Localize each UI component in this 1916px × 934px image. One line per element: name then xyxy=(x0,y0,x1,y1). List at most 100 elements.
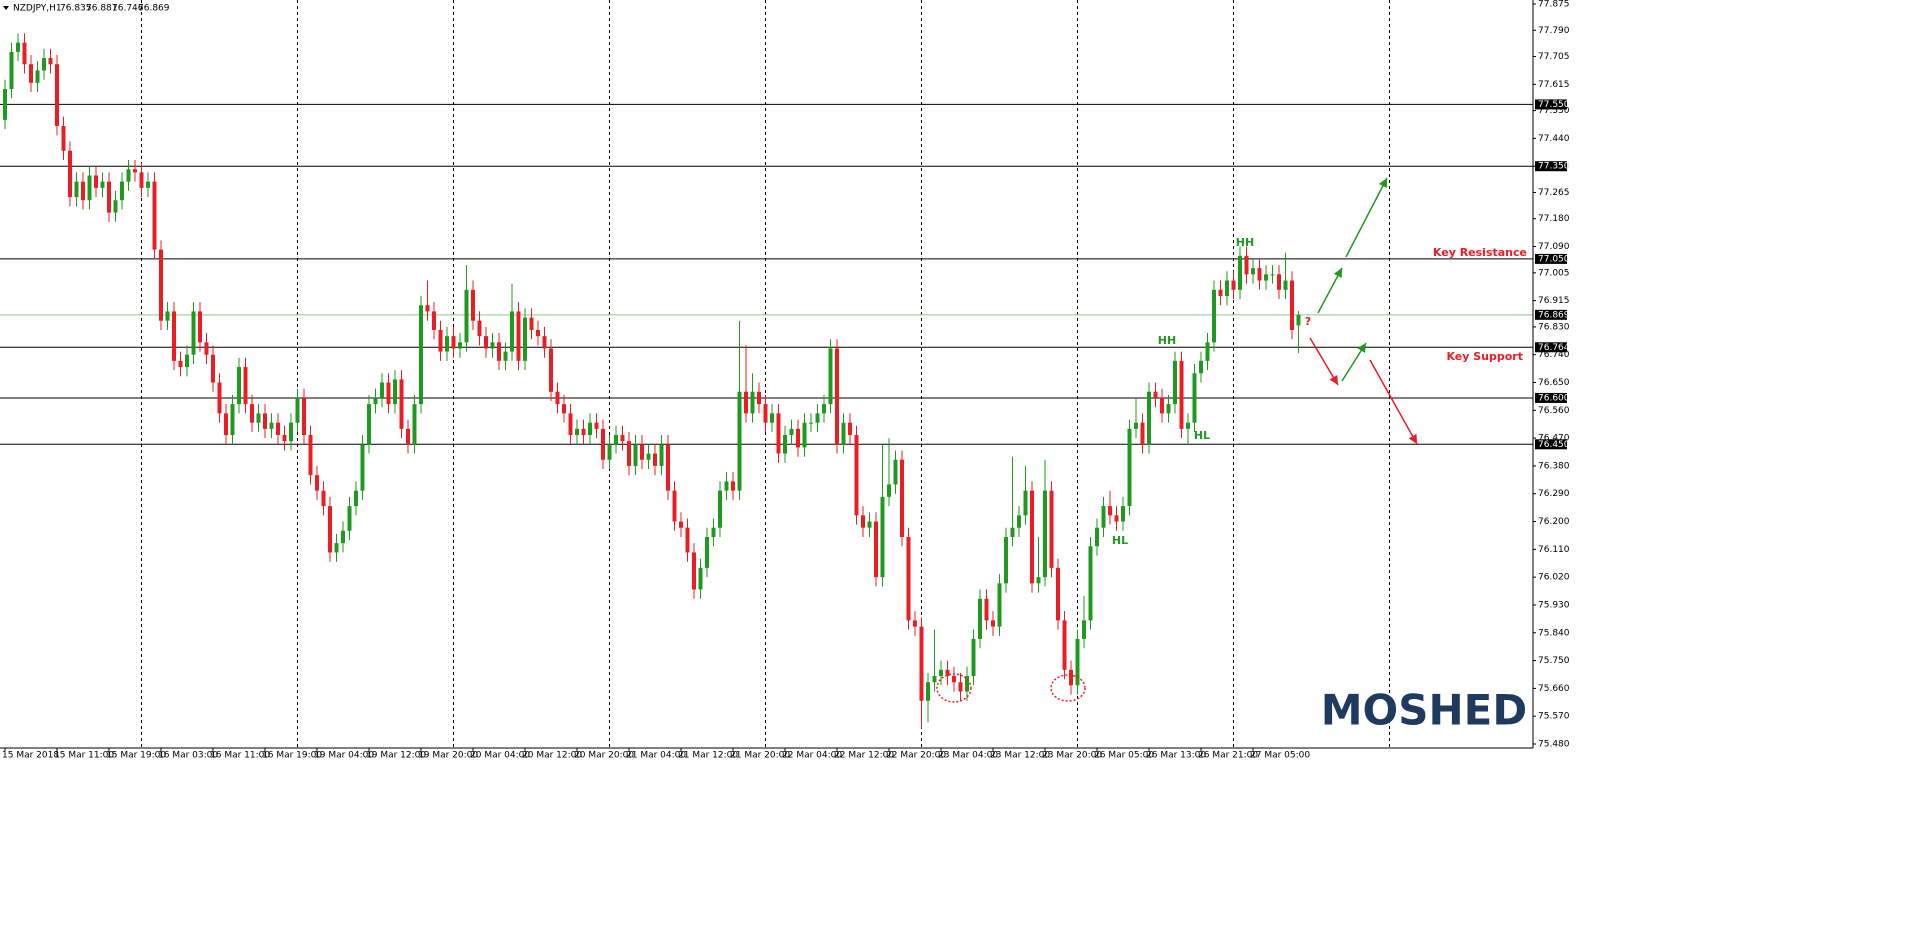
candle-body xyxy=(22,42,27,65)
candle-body xyxy=(16,42,20,52)
y-tick-label: 75.570 xyxy=(1538,712,1570,722)
hl-label: HL xyxy=(1112,534,1128,547)
x-tick-label: 21 Mar 20:00 xyxy=(730,751,790,761)
level-label-box xyxy=(1535,161,1567,172)
candle-body xyxy=(653,453,657,466)
x-tick-label: 19 Mar 12:00 xyxy=(366,751,426,761)
x-tick-label: 20 Mar 12:00 xyxy=(522,751,582,761)
candle-body xyxy=(1075,638,1080,686)
levels xyxy=(0,103,1533,445)
candle-body xyxy=(666,444,670,491)
candle-body xyxy=(913,620,917,627)
candle-body xyxy=(828,348,833,405)
header-low: 76.746 xyxy=(112,4,144,14)
y-tick-label: 75.750 xyxy=(1538,656,1570,666)
candle-body xyxy=(516,311,521,361)
symbol: NZDJPY,H1 xyxy=(13,4,62,14)
candle-body xyxy=(1088,546,1093,621)
y-tick-label: 77.265 xyxy=(1538,188,1570,198)
candle-body xyxy=(1030,490,1034,584)
candle-body xyxy=(568,413,573,436)
x-tick-label: 16 Mar 03:00 xyxy=(158,751,218,761)
level-label: 76.869 xyxy=(1538,310,1570,320)
candle-body xyxy=(165,311,170,321)
candle-body xyxy=(1134,422,1138,429)
y-tick-label: 77.005 xyxy=(1538,268,1570,278)
candle-body xyxy=(230,404,235,436)
candle-body xyxy=(640,444,644,460)
candle-body xyxy=(211,354,215,383)
candle-body xyxy=(458,342,462,349)
candle-body xyxy=(1257,268,1262,281)
candle-body xyxy=(159,249,163,321)
candle-body xyxy=(971,638,976,677)
candle-body xyxy=(1225,280,1229,296)
candle-body xyxy=(393,379,397,405)
level-label-box xyxy=(1535,439,1567,450)
x-tick-label: 27 Mar 05:00 xyxy=(1250,751,1310,761)
candle-body xyxy=(1231,280,1236,290)
candle-body xyxy=(1192,373,1197,423)
candle-body xyxy=(1010,527,1015,537)
x-tick-label: 23 Mar 20:00 xyxy=(1042,751,1102,761)
candle-body xyxy=(926,682,930,701)
candle-body xyxy=(94,175,98,188)
level-label-box xyxy=(1535,342,1567,353)
candle-body xyxy=(939,669,943,677)
y-tick-label: 77.875 xyxy=(1538,0,1570,10)
y-tick-label: 77.090 xyxy=(1538,242,1570,252)
candle-body xyxy=(1166,404,1171,414)
candle-body xyxy=(471,289,475,321)
candle-body xyxy=(1017,515,1021,528)
x-tick-label: 23 Mar 12:00 xyxy=(990,751,1050,761)
candle-body xyxy=(744,391,748,414)
candle-body xyxy=(1205,342,1210,361)
candle-body xyxy=(1270,274,1275,276)
y-tick-label: 76.650 xyxy=(1538,378,1570,388)
candle-body xyxy=(490,342,495,349)
candle-body xyxy=(848,422,852,436)
candle-body xyxy=(1244,255,1249,275)
candle-body xyxy=(763,404,768,423)
candle-body xyxy=(256,413,261,423)
y-tick-label: 77.615 xyxy=(1538,80,1570,90)
candle-body xyxy=(367,404,371,445)
candle-body xyxy=(542,336,547,349)
candle-body xyxy=(711,527,716,537)
x-tick-label: 16 Mar 19:00 xyxy=(262,751,322,761)
candle-body xyxy=(1108,506,1112,516)
candle-body xyxy=(380,382,384,398)
header-open: 76.835 xyxy=(60,4,92,14)
candle-body xyxy=(120,181,124,201)
y-tick-label: 75.930 xyxy=(1538,600,1570,610)
candle-body xyxy=(659,444,664,466)
candle-body xyxy=(984,598,989,621)
candle-body xyxy=(685,527,690,553)
candle-body xyxy=(263,413,267,429)
candle-body xyxy=(386,382,391,405)
candle-body xyxy=(334,543,339,553)
header-high: 76.881 xyxy=(86,4,118,14)
candle-body xyxy=(731,481,735,491)
candle-body xyxy=(282,435,287,442)
candle-body xyxy=(776,413,781,454)
key-support: Key Support xyxy=(1446,350,1523,363)
y-tick-label: 77.790 xyxy=(1538,26,1570,36)
candle-body xyxy=(412,404,417,445)
candle-body xyxy=(614,435,618,445)
level-label-box xyxy=(1535,253,1567,264)
candle-body xyxy=(1277,274,1281,290)
candle-body xyxy=(347,506,352,531)
candle-body xyxy=(152,181,157,250)
candle-body xyxy=(425,305,430,312)
candle-body xyxy=(1218,289,1223,296)
candle-body xyxy=(958,682,963,692)
candle-body xyxy=(594,422,599,429)
candle-body xyxy=(874,521,878,578)
x-tick-label: 26 Mar 13:00 xyxy=(1146,751,1206,761)
grid xyxy=(141,0,1390,748)
header-arrow xyxy=(3,6,9,10)
scenario-arrows xyxy=(1309,177,1418,445)
candle-body xyxy=(1101,506,1106,528)
candle-body xyxy=(965,676,969,692)
